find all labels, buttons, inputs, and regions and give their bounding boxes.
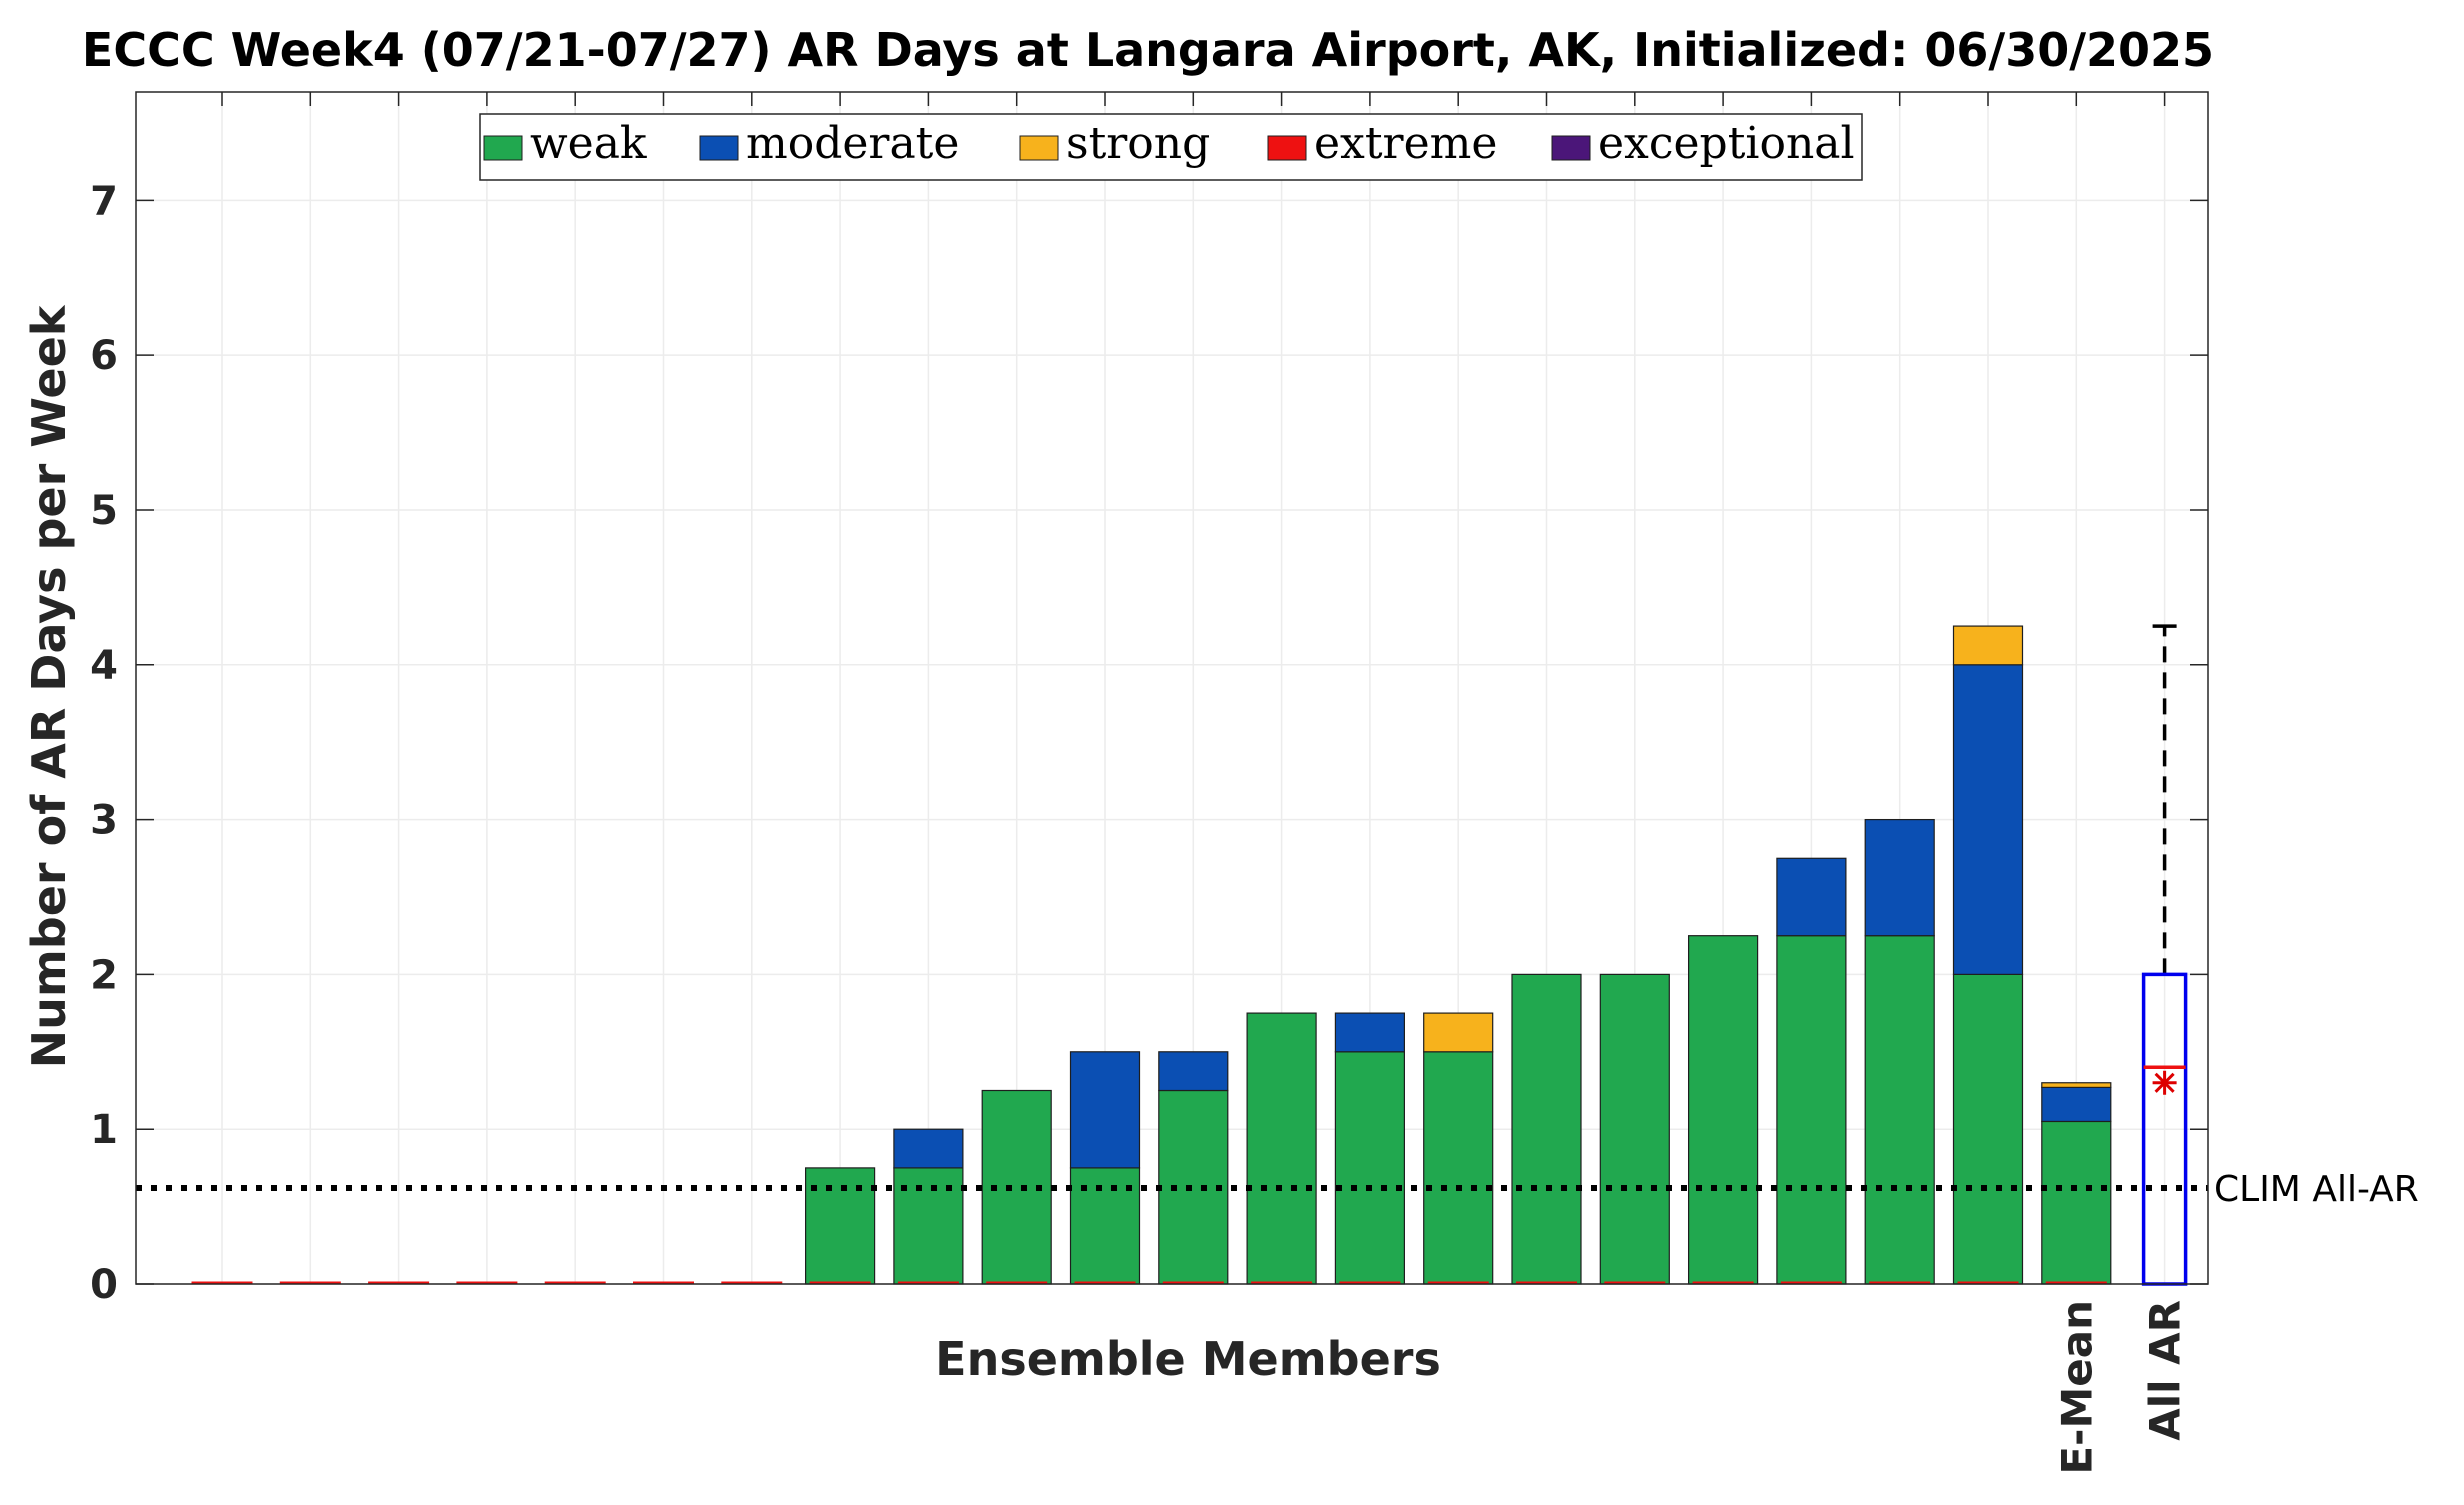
bar-moderate [1864,818,1935,937]
emean-label: E-Mean [2052,1300,2101,1475]
legend: weak moderate strong extreme exceptional [479,113,1863,181]
all-ar-label: All AR [2141,1300,2190,1441]
legend-swatch-extreme [1267,135,1307,161]
bar-moderate [1334,1012,1406,1053]
bar-moderate [893,1128,964,1169]
emean-bar-moderate [2041,1086,2112,1123]
y-tick-label: 1 [90,1107,118,1153]
legend-swatch-moderate [699,135,739,161]
bar-moderate [1158,1051,1229,1092]
legend-swatch-exceptional [1551,135,1591,161]
legend-label-moderate: moderate [746,118,959,169]
y-tick-label: 0 [90,1262,118,1308]
legend-label-weak: weak [530,118,647,169]
y-tick-label: 2 [90,952,118,998]
bars [191,625,2112,1285]
legend-swatch-weak [483,135,523,161]
bar-weak [1687,935,1759,1285]
bar-moderate [1776,857,1847,937]
bar-moderate [1952,664,2024,975]
y-axis: 0 1 2 3 4 5 6 7 [90,92,2208,1308]
climatology-line: CLIM All-AR [136,1169,2419,1210]
bar-weak [1864,935,1935,1285]
y-tick-label: 4 [90,643,118,689]
emean-bar-strong [2041,1082,2112,1088]
y-tick-label: 5 [90,488,118,534]
clim-label: CLIM All-AR [2214,1169,2419,1210]
emean-bar-weak [2041,1120,2112,1285]
plot-frame [135,91,2209,1285]
legend-label-exceptional: exceptional [1598,118,1855,169]
bar-weak [1246,1012,1317,1285]
legend-label-strong: strong [1066,118,1210,169]
legend-label-extreme: extreme [1314,118,1497,169]
x-axis-label: Ensemble Members [935,1332,1441,1386]
bar-weak [1511,973,1582,1285]
chart-title: ECCC Week4 (07/21-07/27) AR Days at Lang… [82,23,2214,77]
legend-swatch-strong [1019,135,1059,161]
bar-weak [1952,973,2024,1285]
bar-weak [1599,973,1670,1285]
bar-strong [1423,1012,1494,1053]
bar-strong [1952,625,2024,666]
bar-weak [1423,1051,1494,1285]
bar-weak [1776,935,1847,1285]
bar-weak [804,1167,876,1285]
bar-weak [1334,1051,1406,1285]
y-tick-label: 3 [90,798,118,844]
y-tick-label: 7 [90,178,118,224]
y-axis-label: Number of AR Days per Week [22,304,76,1068]
y-tick-label: 6 [90,333,118,379]
bar-moderate [1069,1051,1141,1169]
mean-marker [2154,1072,2175,1093]
